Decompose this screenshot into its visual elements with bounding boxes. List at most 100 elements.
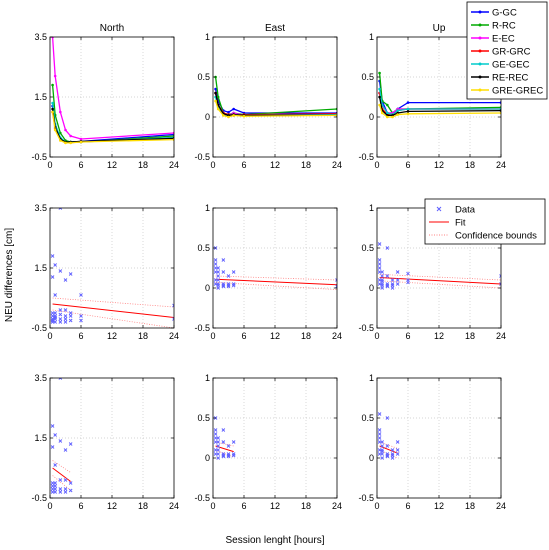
x-tick-label: 0 [210,501,215,511]
data-point [395,452,400,456]
data-point [380,440,384,444]
x-tick-label: 12 [434,160,444,170]
data-point [172,317,174,321]
data-point [216,278,220,282]
y-tick-label: -0.5 [194,493,210,503]
data-point [385,246,390,250]
y-tick-label: 0 [205,283,210,293]
plot-area [213,416,236,460]
data-point [406,280,410,285]
fit-line [52,303,174,318]
fit-line [215,278,337,286]
series-point [51,83,54,87]
series-point [406,112,410,116]
x-tick-label: 0 [47,501,52,511]
data-point [377,428,382,432]
series-point [214,87,217,91]
data-point [172,303,174,308]
data-point [385,453,390,458]
y-tick-label: 0 [205,112,210,122]
x-tick-label: 0 [374,160,379,170]
x-tick-label: 0 [210,160,215,170]
data-point [231,283,236,288]
series-point [378,103,381,107]
x-tick-label: 12 [107,501,117,511]
series-point [222,114,225,117]
data-point [63,478,68,482]
plot-area [213,246,337,290]
confidence-upper [379,274,501,281]
y-tick-label: 1 [369,32,374,42]
data-point [385,444,390,448]
y-tick-label: 1 [205,203,210,213]
y-tick-label: 0.5 [361,413,374,423]
series-point [51,101,54,105]
y-tick-label: -0.5 [194,323,210,333]
x-tick-label: 18 [301,501,311,511]
x-tick-label: 24 [169,331,179,341]
series-point [227,110,230,114]
confidence-lower [215,282,337,290]
data-point [213,258,218,262]
series-point [214,99,217,103]
x-tick-label: 12 [270,160,280,170]
data-point [335,284,337,289]
data-point [216,286,220,290]
legend-label: E-EC [492,34,515,45]
x-tick-label: 18 [465,501,475,511]
data-point [68,318,73,323]
x-tick-label: 24 [496,331,506,341]
data-point [58,312,63,317]
data-point [53,433,57,437]
data-point [213,428,218,432]
data-point [53,481,57,485]
series-point [69,141,72,145]
series-point [232,107,235,111]
legend-top: G-GC R-RC E-EC GR-GRC GE-GEC RE-REC GRE-GREC [466,1,548,100]
data-point [221,440,226,444]
x-tick-label: 12 [107,160,117,170]
data-point [216,266,220,270]
data-point [50,445,55,449]
x-tick-label: 6 [78,501,83,511]
x-tick-label: 12 [107,331,117,341]
series-point [51,107,54,111]
subplot-title: East [265,23,285,34]
x-tick-label: 18 [138,501,148,511]
series-point [214,91,217,95]
y-axis-label: NEU differences [cm] [4,228,15,323]
data-point [335,278,337,282]
data-point [216,448,220,452]
series-point [378,71,381,75]
series-point [378,87,381,91]
data-point [385,274,390,278]
data-point [68,311,73,315]
y-tick-label: 0.5 [197,72,210,82]
data-point [50,424,55,428]
y-tick-label: -0.5 [31,323,47,333]
data-point [226,284,231,289]
data-point [221,283,226,288]
data-point [377,266,382,270]
data-point [231,270,236,274]
data-point [231,453,236,458]
x-tick-label: 18 [301,160,311,170]
data-point [380,270,384,274]
data-point [68,481,73,485]
data-point [58,490,63,494]
legend-marker [478,23,482,27]
data-point [390,456,395,460]
x-tick-label: 18 [138,331,148,341]
series-point [406,110,410,113]
data-point [216,456,220,460]
x-tick-label: 0 [374,501,379,511]
data-point [380,274,384,278]
series-point [64,128,67,132]
x-tick-label: 18 [465,331,475,341]
data-point [53,490,57,494]
data-point [63,317,68,321]
data-point [395,278,400,282]
x-axis-label: Session lenght [hours] [226,535,325,546]
data-point [53,463,57,467]
data-point [63,308,68,312]
